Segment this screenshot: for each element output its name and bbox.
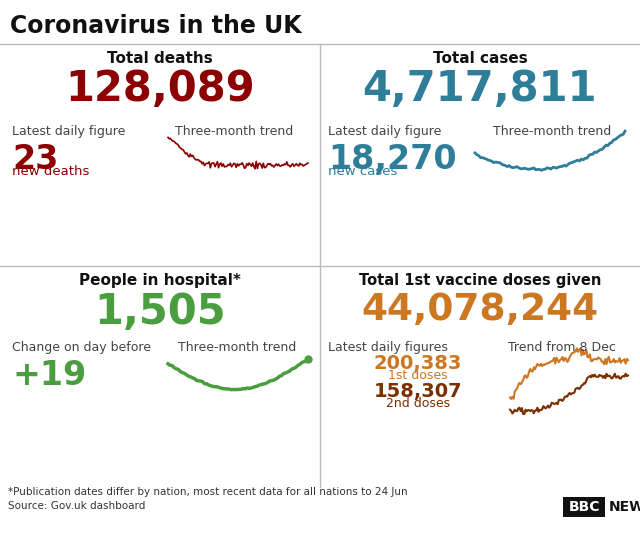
Text: *Publication dates differ by nation, most recent data for all nations to 24 Jun: *Publication dates differ by nation, mos… [8, 487, 408, 497]
Text: 4,717,811: 4,717,811 [363, 68, 597, 110]
Text: 44,078,244: 44,078,244 [362, 292, 598, 328]
Text: Source: Gov.uk dashboard: Source: Gov.uk dashboard [8, 501, 145, 511]
Text: 158,307: 158,307 [374, 382, 462, 401]
Text: Trend from 8 Dec: Trend from 8 Dec [508, 341, 616, 354]
Text: BBC: BBC [568, 500, 600, 514]
Text: 1st doses: 1st doses [388, 369, 448, 382]
Text: Total 1st vaccine doses given: Total 1st vaccine doses given [359, 273, 601, 288]
Text: +19: +19 [12, 359, 86, 392]
Text: 2nd doses: 2nd doses [386, 397, 450, 410]
Text: 23: 23 [12, 143, 58, 176]
Text: 200,383: 200,383 [374, 354, 462, 373]
Text: Three-month trend: Three-month trend [178, 341, 296, 354]
Text: Three-month trend: Three-month trend [175, 125, 293, 138]
Text: new cases: new cases [328, 165, 397, 178]
Text: Coronavirus in the UK: Coronavirus in the UK [10, 14, 301, 38]
Text: 128,089: 128,089 [65, 68, 255, 110]
Bar [563, 497, 605, 517]
Text: Latest daily figures: Latest daily figures [328, 341, 448, 354]
Text: Change on day before: Change on day before [12, 341, 151, 354]
Text: Total cases: Total cases [433, 51, 527, 66]
Text: Total deaths: Total deaths [107, 51, 213, 66]
Text: People in hospital*: People in hospital* [79, 273, 241, 288]
Text: Latest daily figure: Latest daily figure [12, 125, 125, 138]
Text: 18,270: 18,270 [328, 143, 456, 176]
Text: NEWS: NEWS [609, 500, 640, 514]
Text: new deaths: new deaths [12, 165, 90, 178]
Text: Three-month trend: Three-month trend [493, 125, 611, 138]
Text: Latest daily figure: Latest daily figure [328, 125, 442, 138]
Text: 1,505: 1,505 [94, 291, 226, 333]
